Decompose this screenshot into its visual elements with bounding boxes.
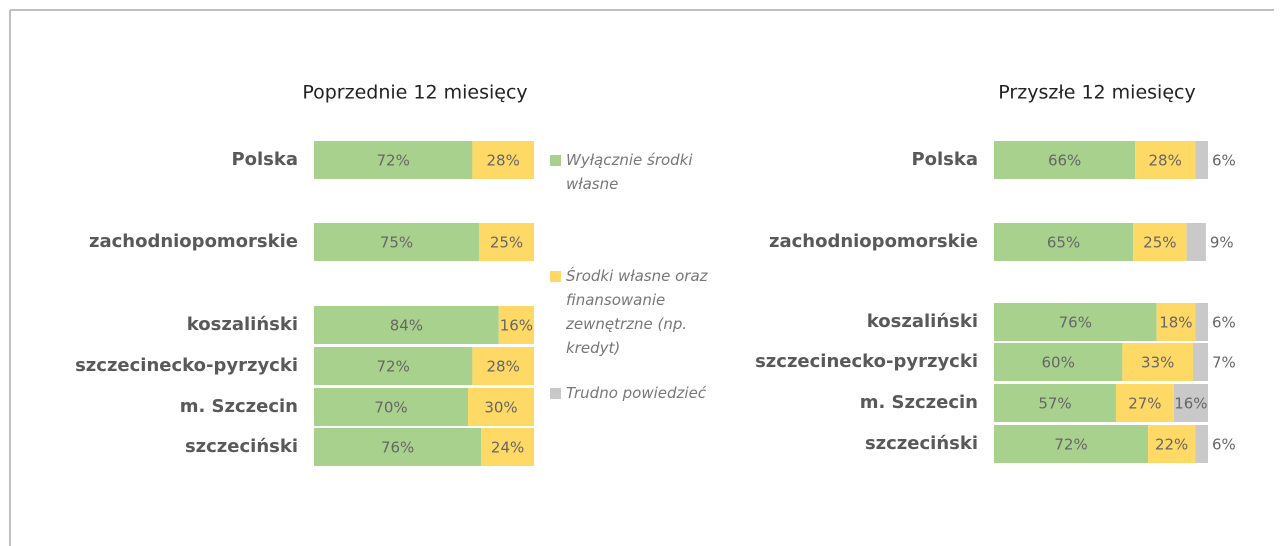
category-label: m. Szczecin (860, 392, 978, 413)
value-label: 6% (1212, 436, 1236, 454)
value-label: 28% (487, 152, 520, 170)
value-label: 57% (1038, 395, 1071, 413)
value-label: 30% (484, 399, 517, 417)
bar-segment (314, 388, 468, 426)
value-label: 75% (380, 234, 413, 252)
value-label: 66% (1048, 152, 1081, 170)
bar-segment (1193, 343, 1208, 381)
legend-label: Trudno powiedzieć (566, 384, 707, 402)
chart-title: Przyszłe 12 miesięcy (998, 82, 1195, 104)
bar-segment (994, 425, 1149, 463)
legend-swatch (550, 271, 561, 282)
category-label: szczeciński (865, 433, 978, 454)
bar-segment (1148, 425, 1196, 463)
bar-segment (314, 141, 473, 179)
bar-segment (1195, 425, 1208, 463)
value-label: 28% (487, 358, 520, 376)
value-label: 28% (1149, 152, 1182, 170)
bar-segment (314, 306, 499, 344)
legend-label: Środki własne oraz finansowanie zewnętrz… (566, 267, 708, 357)
value-label: 65% (1047, 234, 1080, 252)
chart-title: Poprzednie 12 miesięcy (302, 82, 527, 104)
category-label: zachodniopomorskie (769, 231, 978, 252)
bar-segment (1135, 141, 1196, 179)
category-label: szczecinecko-pyrzycki (75, 355, 298, 376)
value-label: 16% (500, 317, 533, 335)
bar-segment (472, 141, 534, 179)
value-label: 72% (377, 152, 410, 170)
value-label: 22% (1155, 436, 1188, 454)
legend-swatch (550, 388, 561, 399)
bar-segment (314, 428, 482, 466)
bar-segment (1195, 141, 1208, 179)
category-label: koszaliński (867, 311, 978, 332)
bar-segment (468, 388, 534, 426)
value-label: 27% (1128, 395, 1161, 413)
value-label: 76% (381, 439, 414, 457)
value-label: 16% (1174, 395, 1207, 413)
category-label: szczecinecko-pyrzycki (755, 351, 978, 372)
value-label: 72% (377, 358, 410, 376)
category-label: Polska (231, 149, 298, 170)
category-label: m. Szczecin (180, 396, 298, 417)
legend-swatch (550, 155, 561, 166)
legend-label: Wyłącznie środki własne (566, 151, 693, 193)
bar-segment (994, 384, 1116, 422)
value-label: 25% (490, 234, 523, 252)
bar-segment (1173, 384, 1208, 422)
value-label: 9% (1210, 234, 1234, 252)
bar-segment (1195, 303, 1208, 341)
bar-segment (994, 141, 1136, 179)
value-label: 6% (1212, 314, 1236, 332)
bar-segment (498, 306, 534, 344)
value-label: 60% (1042, 354, 1075, 372)
value-label: 76% (1059, 314, 1092, 332)
value-label: 7% (1212, 354, 1236, 372)
bar-segment (314, 223, 479, 261)
value-label: 24% (491, 439, 524, 457)
category-label: Polska (911, 149, 978, 170)
bar-segment (1115, 384, 1174, 422)
value-label: 84% (390, 317, 423, 335)
value-label: 33% (1141, 354, 1174, 372)
bar-segment (994, 343, 1123, 381)
value-label: 72% (1054, 436, 1087, 454)
value-label: 70% (374, 399, 407, 417)
bar-segment (1133, 223, 1187, 261)
bar-segment (1186, 223, 1206, 261)
bar-segment (994, 223, 1134, 261)
bar-segment (314, 347, 473, 385)
bar-segment (1156, 303, 1196, 341)
bar-segment (1122, 343, 1194, 381)
bar-segment (472, 347, 534, 385)
bar-segment (479, 223, 534, 261)
category-label: zachodniopomorskie (89, 231, 298, 252)
value-label: 18% (1159, 314, 1192, 332)
category-label: koszaliński (187, 314, 298, 335)
bar-segment (994, 303, 1157, 341)
bar-segment (481, 428, 534, 466)
category-label: szczeciński (185, 436, 298, 457)
value-label: 6% (1212, 152, 1236, 170)
value-label: 25% (1143, 234, 1176, 252)
